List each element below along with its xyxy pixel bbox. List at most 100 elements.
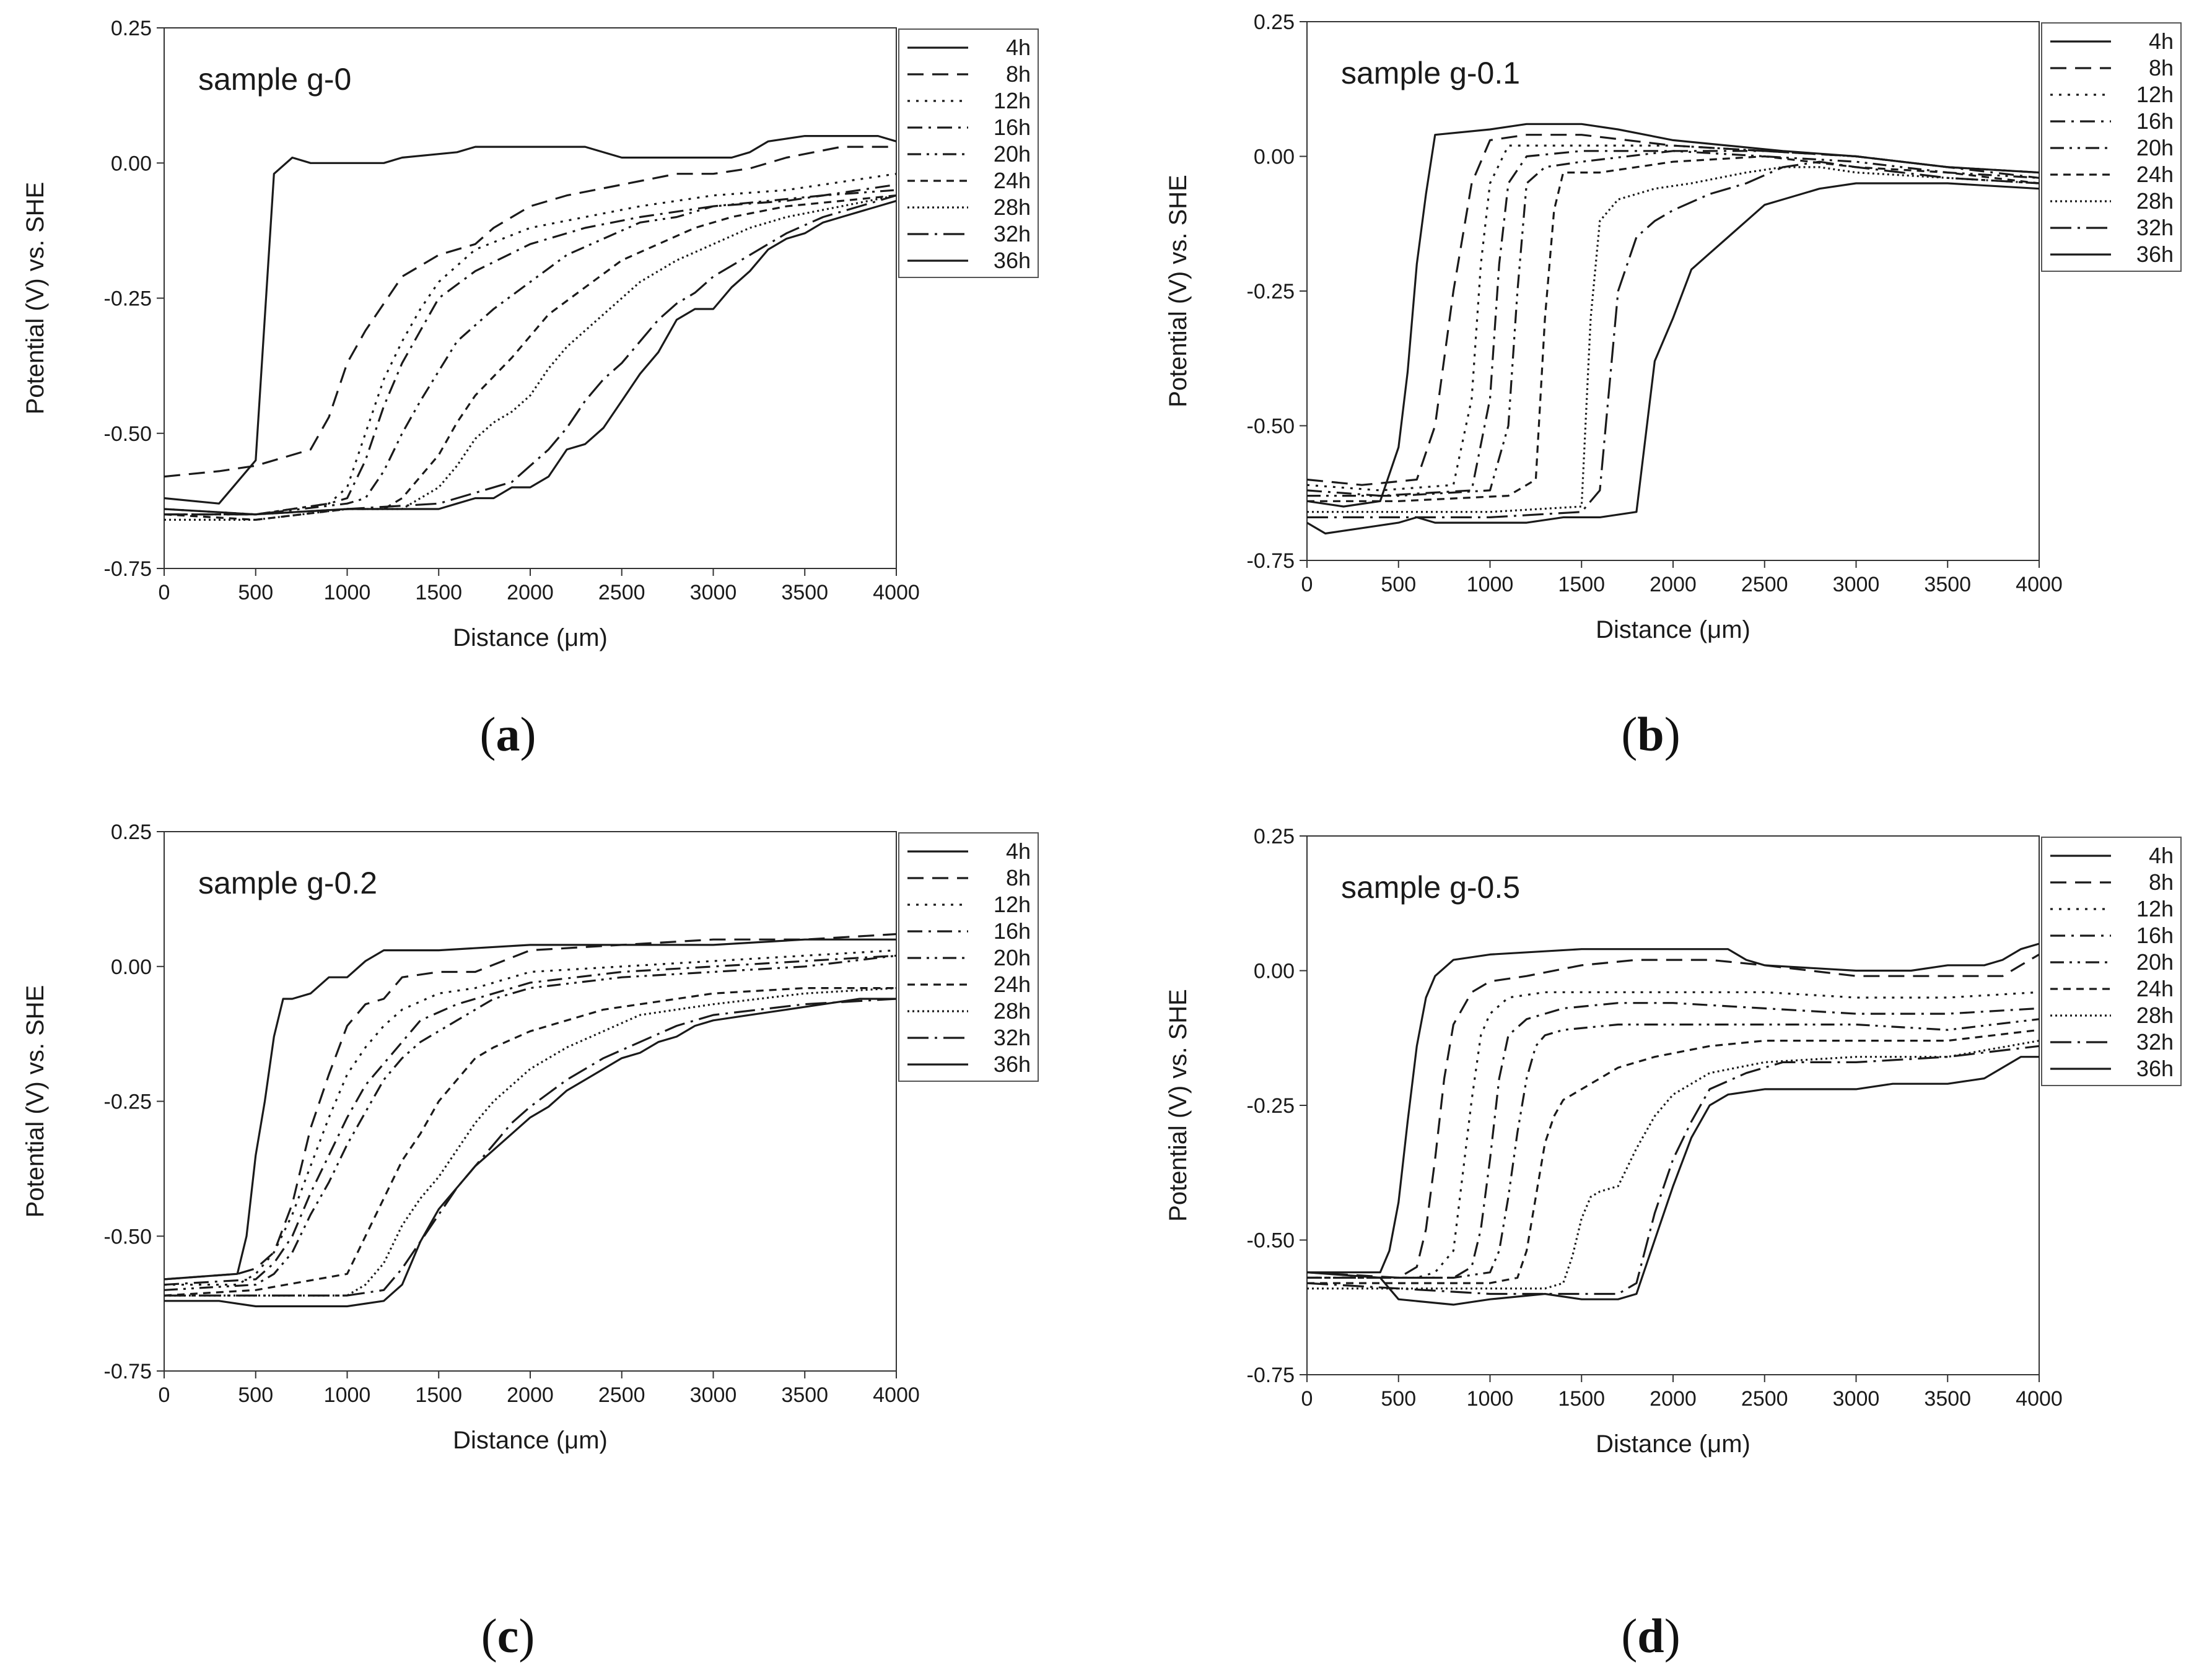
panel-b: 0 500 1000 1500 2000 2500 3000 3500 4000 0.25 0.00… bbox=[1165, 11, 2182, 643]
series-line-36h bbox=[164, 199, 896, 516]
legend-label-32h: 32h bbox=[994, 221, 1031, 246]
series-line-32h bbox=[164, 998, 896, 1297]
x-tick-label: 3500 bbox=[781, 1383, 828, 1407]
legend-label-28h: 28h bbox=[2136, 188, 2174, 214]
series-line-16h bbox=[164, 954, 896, 1286]
legend-label-36h: 36h bbox=[2136, 1056, 2174, 1081]
x-tick-label: 2000 bbox=[507, 1383, 554, 1407]
x-tick-label: 4000 bbox=[2016, 573, 2063, 596]
y-axis-label: Potential (V) vs. SHE bbox=[1165, 989, 1192, 1222]
y-axis-label: Potential (V) vs. SHE bbox=[22, 985, 49, 1218]
legend-label-36h: 36h bbox=[994, 1051, 1031, 1077]
legend-label-20h: 20h bbox=[2136, 135, 2174, 160]
series-line-4h bbox=[164, 938, 896, 1281]
y-tick-label: 0.25 bbox=[1254, 825, 1295, 848]
series-line-28h bbox=[164, 194, 896, 521]
legend-label-20h: 20h bbox=[2136, 949, 2174, 975]
series-line-28h bbox=[164, 987, 896, 1297]
y-tick-label: -0.75 bbox=[1247, 1364, 1295, 1387]
y-tick-label: -0.25 bbox=[1247, 280, 1295, 303]
y-tick-label: -0.50 bbox=[1247, 415, 1295, 438]
legend-box bbox=[2041, 22, 2182, 272]
x-tick-label: 1500 bbox=[1558, 573, 1605, 596]
series-line-16h bbox=[164, 183, 896, 516]
series-line-24h bbox=[1307, 1029, 2039, 1284]
legend-label-4h: 4h bbox=[2149, 843, 2174, 868]
y-tick-label: -0.50 bbox=[104, 422, 152, 446]
x-axis-label: Distance (μm) bbox=[453, 1427, 608, 1454]
legend-label-4h: 4h bbox=[1006, 838, 1031, 864]
legend-label-36h: 36h bbox=[2136, 242, 2174, 267]
series-line-32h bbox=[164, 194, 896, 516]
y-tick-label: -0.25 bbox=[1247, 1094, 1295, 1118]
x-tick-label: 0 bbox=[1301, 573, 1313, 596]
series-line-8h bbox=[1307, 134, 2039, 486]
legend-label-24h: 24h bbox=[2136, 162, 2174, 187]
x-axis-label: Distance (μm) bbox=[1596, 1430, 1750, 1458]
y-tick-label: 0.25 bbox=[111, 17, 152, 40]
x-tick-label: 2000 bbox=[507, 581, 554, 604]
sample-annotation: sample g-0.5 bbox=[1341, 870, 1520, 905]
y-tick-label: 0.00 bbox=[111, 955, 152, 979]
x-tick-label: 3500 bbox=[781, 581, 828, 604]
y-tick-label: 0.25 bbox=[1254, 11, 1295, 34]
x-tick-label: 3000 bbox=[1833, 1387, 1880, 1411]
legend-label-32h: 32h bbox=[994, 1025, 1031, 1050]
legend-label-20h: 20h bbox=[994, 141, 1031, 167]
x-tick-label: 3500 bbox=[1924, 1387, 1971, 1411]
x-tick-label: 3000 bbox=[1833, 573, 1880, 596]
series-line-16h bbox=[1307, 150, 2039, 497]
x-tick-label: 2500 bbox=[1741, 1387, 1788, 1411]
series-line-20h bbox=[164, 954, 896, 1291]
x-tick-label: 2000 bbox=[1650, 1387, 1697, 1411]
legend-label-16h: 16h bbox=[2136, 923, 2174, 948]
caption-a: (a) bbox=[480, 707, 536, 761]
x-tick-label: 1500 bbox=[1558, 1387, 1605, 1411]
x-tick-label: 3000 bbox=[690, 1383, 737, 1407]
y-tick-label: -0.25 bbox=[104, 1090, 152, 1114]
y-tick-label: 0.00 bbox=[111, 152, 152, 175]
series-line-36h bbox=[1307, 1056, 2039, 1306]
series-line-8h bbox=[164, 146, 896, 478]
x-tick-label: 1000 bbox=[324, 581, 371, 604]
legend-label-16h: 16h bbox=[994, 115, 1031, 140]
legend-label-28h: 28h bbox=[994, 998, 1031, 1024]
y-tick-label: -0.75 bbox=[104, 1360, 152, 1383]
y-tick-label: 0.00 bbox=[1254, 960, 1295, 983]
plot-frame bbox=[164, 831, 897, 1372]
legend-label-4h: 4h bbox=[2149, 28, 2174, 54]
caption-c: (c) bbox=[481, 1609, 535, 1663]
legend-label-8h: 8h bbox=[1006, 61, 1031, 87]
x-tick-label: 500 bbox=[238, 581, 273, 604]
legend-label-32h: 32h bbox=[2136, 215, 2174, 240]
series-line-4h bbox=[164, 135, 896, 505]
x-tick-label: 3500 bbox=[1924, 573, 1971, 596]
x-tick-label: 0 bbox=[1301, 1387, 1313, 1411]
series-line-4h bbox=[1307, 942, 2039, 1274]
x-tick-label: 1000 bbox=[1467, 1387, 1514, 1411]
legend-label-8h: 8h bbox=[2149, 55, 2174, 81]
series-line-28h bbox=[1307, 1040, 2039, 1290]
series-line-32h bbox=[1307, 160, 2039, 519]
x-tick-label: 4000 bbox=[873, 1383, 920, 1407]
plot-frame bbox=[1306, 835, 2040, 1375]
x-tick-label: 3000 bbox=[690, 581, 737, 604]
legend-label-36h: 36h bbox=[994, 248, 1031, 273]
panel-a: 0 500 1000 1500 2000 2500 3000 3500 4000 0.25 0.00… bbox=[22, 17, 1039, 651]
legend-label-20h: 20h bbox=[994, 945, 1031, 970]
x-tick-label: 1500 bbox=[415, 1383, 462, 1407]
x-tick-label: 4000 bbox=[2016, 1387, 2063, 1411]
y-tick-label: -0.50 bbox=[1247, 1229, 1295, 1253]
panel-d: 0 500 1000 1500 2000 2500 3000 3500 4000 0.25 0.00… bbox=[1165, 825, 2182, 1458]
series-line-24h bbox=[164, 194, 896, 521]
x-tick-label: 500 bbox=[238, 1383, 273, 1407]
panel-c: 0 500 1000 1500 2000 2500 3000 3500 4000 0.25 0.00… bbox=[22, 820, 1039, 1454]
legend-label-28h: 28h bbox=[2136, 1003, 2174, 1028]
x-axis-label: Distance (μm) bbox=[1596, 616, 1750, 643]
legend-label-4h: 4h bbox=[1006, 35, 1031, 60]
legend-label-16h: 16h bbox=[994, 918, 1031, 944]
x-tick-label: 1000 bbox=[324, 1383, 371, 1407]
legend-label-16h: 16h bbox=[2136, 108, 2174, 134]
sample-annotation: sample g-0 bbox=[198, 62, 351, 97]
legend-label-12h: 12h bbox=[2136, 896, 2174, 921]
